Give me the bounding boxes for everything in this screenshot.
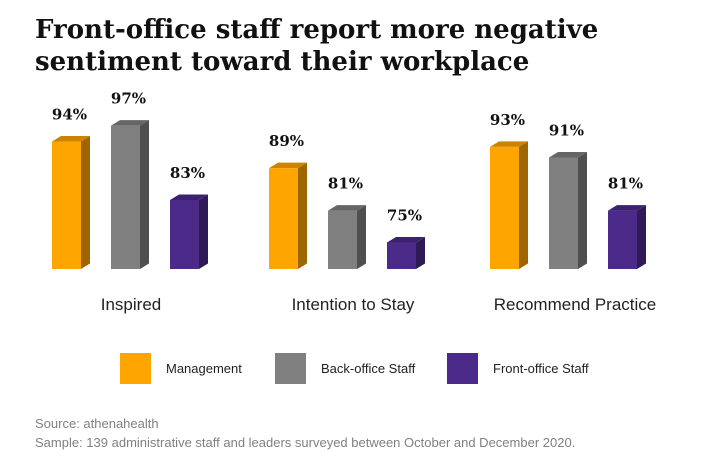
data-label: 81% — [608, 175, 643, 193]
legend-swatch — [275, 353, 306, 384]
bar-top-face — [387, 236, 425, 243]
bar-top-face — [52, 136, 90, 142]
legend-label: Front-office Staff — [493, 361, 589, 376]
bar-intention-to-stay-front-office-staff — [387, 236, 425, 269]
bar-recommend-practice-management — [490, 141, 528, 269]
bar-top-face — [549, 151, 587, 158]
legend-swatch — [447, 353, 478, 384]
bar-top-face — [269, 162, 307, 169]
data-label: 91% — [549, 121, 584, 139]
bar-side-face — [199, 194, 208, 269]
bar-front-face — [328, 210, 357, 269]
bar-top-face — [490, 141, 528, 147]
bar-top-face — [608, 205, 646, 211]
bar-side-face — [81, 136, 90, 269]
data-label: 93% — [490, 111, 525, 129]
bar-front-face — [269, 168, 298, 269]
source-note: Source: athenahealth Sample: 139 adminis… — [35, 414, 575, 452]
bar-front-face — [52, 141, 81, 269]
bar-side-face — [140, 120, 149, 269]
bar-front-face — [608, 210, 637, 269]
data-label: 81% — [328, 175, 363, 193]
legend-swatch — [120, 353, 151, 384]
bar-side-face — [357, 205, 366, 269]
bar-front-face — [111, 125, 140, 269]
bar-inspired-back-office-staff — [111, 120, 149, 269]
bar-top-face — [328, 205, 366, 211]
bar-recommend-practice-back-office-staff — [549, 151, 587, 269]
bar-recommend-practice-front-office-staff — [608, 205, 646, 269]
bar-intention-to-stay-management — [269, 162, 307, 269]
sample-text: Sample: 139 administrative staff and lea… — [35, 435, 576, 450]
category-label-intention-to-stay: Intention to Stay — [292, 295, 415, 314]
data-label: 94% — [52, 106, 87, 124]
legend-label: Management — [166, 361, 242, 376]
data-label: 97% — [111, 90, 146, 108]
bar-front-face — [490, 146, 519, 269]
legend-label: Back-office Staff — [321, 361, 416, 376]
bar-inspired-management — [52, 136, 90, 269]
chart-title-line-1: Front-office staff report more negative — [35, 15, 599, 45]
bar-front-face — [549, 157, 578, 269]
bar-front-face — [387, 242, 416, 269]
category-label-inspired: Inspired — [101, 295, 161, 314]
bar-front-face — [170, 199, 199, 269]
bar-side-face — [519, 141, 528, 269]
category-label-recommend-practice: Recommend Practice — [494, 295, 657, 314]
bar-top-face — [170, 194, 208, 200]
bar-side-face — [416, 236, 425, 269]
bar-inspired-front-office-staff — [170, 194, 208, 269]
bar-top-face — [111, 120, 149, 126]
bar-side-face — [637, 205, 646, 269]
bar-side-face — [578, 151, 587, 269]
data-label: 83% — [170, 164, 205, 182]
legend-item-back-office-staff: Back-office Staff — [275, 353, 416, 384]
data-label: 89% — [269, 132, 304, 150]
data-label: 75% — [387, 206, 422, 224]
source-text: Source: athenahealth — [35, 416, 159, 431]
chart-title-line-2: sentiment toward their workplace — [35, 47, 530, 77]
chart-title: Front-office staff report more negative … — [35, 14, 685, 78]
legend-item-front-office-staff: Front-office Staff — [447, 353, 589, 384]
legend: Management Back-office Staff Front-office … — [120, 353, 589, 384]
bar-intention-to-stay-back-office-staff — [328, 205, 366, 269]
bar-side-face — [298, 162, 307, 269]
legend-item-management: Management — [120, 353, 242, 384]
